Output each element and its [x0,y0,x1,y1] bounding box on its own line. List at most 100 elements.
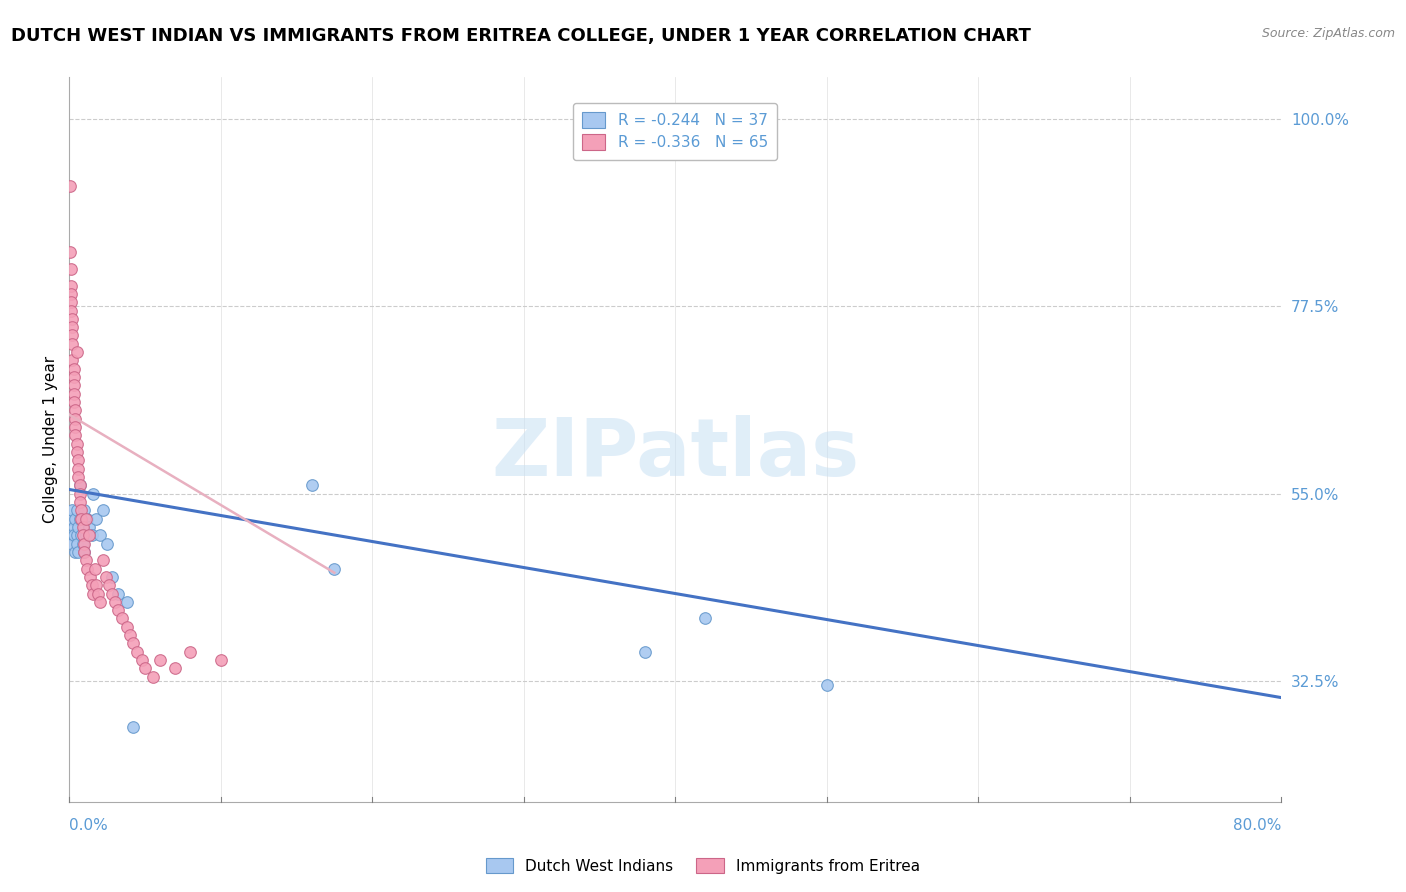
Point [75,528,97,542]
Point [634,645,657,659]
Point [76,561,98,575]
Point [121,636,143,650]
Point [60,536,83,550]
Point [59,278,82,293]
Point [65,403,87,417]
Point [60,311,83,326]
Point [66,445,89,459]
Point [70,528,93,542]
Point [66,536,89,550]
Point [70,511,93,525]
Point [111,611,134,625]
Point [62,395,84,409]
Point [69,478,91,492]
Point [91,553,114,567]
Point [60,328,83,343]
Point [69,495,91,509]
Point [94,570,117,584]
Text: 80.0%: 80.0% [1233,818,1281,833]
Point [104,595,127,609]
Point [62,370,84,384]
Text: DUTCH WEST INDIAN VS IMMIGRANTS FROM ERITREA COLLEGE, UNDER 1 YEAR CORRELATION C: DUTCH WEST INDIAN VS IMMIGRANTS FROM ERI… [11,27,1031,45]
Point [62,528,84,542]
Point [127,645,149,659]
Point [69,478,91,492]
Point [66,345,89,359]
Point [141,670,163,684]
Point [60,353,83,368]
Text: ZIPatlas: ZIPatlas [491,415,859,493]
Point [62,378,84,392]
Point [100,570,122,584]
Point [67,461,90,475]
Point [66,503,89,517]
Point [59,528,82,542]
Point [86,511,108,525]
Point [73,545,96,559]
Point [67,470,90,484]
Point [67,453,90,467]
Point [815,678,838,692]
Point [73,545,96,559]
Point [59,245,82,260]
Point [66,436,89,450]
Point [77,528,100,542]
Point [80,528,103,542]
Point [134,661,156,675]
Legend: R = -0.244   N = 37, R = -0.336   N = 65: R = -0.244 N = 37, R = -0.336 N = 65 [574,103,778,160]
Y-axis label: College, Under 1 year: College, Under 1 year [44,356,58,523]
Point [69,511,91,525]
Point [60,503,83,517]
Point [73,503,96,517]
Point [75,553,97,567]
Point [59,261,82,276]
Point [209,653,232,667]
Point [72,536,94,550]
Point [65,420,87,434]
Point [77,520,100,534]
Point [79,570,101,584]
Point [165,661,187,675]
Point [67,545,90,559]
Point [301,478,323,492]
Point [65,411,87,425]
Point [100,586,122,600]
Point [65,545,87,559]
Point [107,586,129,600]
Point [96,536,118,550]
Point [121,720,143,734]
Point [323,561,346,575]
Legend: Dutch West Indians, Immigrants from Eritrea: Dutch West Indians, Immigrants from Erit… [479,852,927,880]
Point [76,511,98,525]
Point [62,386,84,401]
Point [73,536,96,550]
Point [59,511,82,525]
Point [82,586,104,600]
Point [65,511,87,525]
Text: 0.0%: 0.0% [69,818,108,833]
Point [97,578,120,592]
Point [75,511,97,525]
Point [84,561,107,575]
Point [695,611,717,625]
Point [59,286,82,301]
Point [60,320,83,334]
Point [59,303,82,318]
Point [62,520,84,534]
Point [69,486,91,500]
Point [87,586,110,600]
Point [60,336,83,351]
Point [59,178,82,193]
Point [66,528,89,542]
Point [91,503,114,517]
Point [72,528,94,542]
Point [70,503,93,517]
Point [89,528,111,542]
Point [131,653,153,667]
Text: Source: ZipAtlas.com: Source: ZipAtlas.com [1261,27,1395,40]
Point [118,628,141,642]
Point [62,361,84,376]
Point [149,653,172,667]
Point [115,620,138,634]
Point [59,295,82,310]
